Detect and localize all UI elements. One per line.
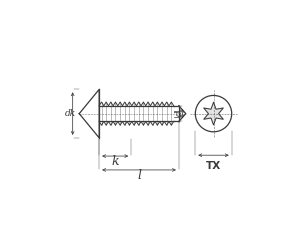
Text: l: l xyxy=(137,169,141,182)
Text: dk: dk xyxy=(64,109,76,118)
Text: TX: TX xyxy=(206,161,221,171)
Text: d: d xyxy=(175,111,184,117)
Text: k: k xyxy=(112,155,119,168)
Polygon shape xyxy=(204,102,223,125)
